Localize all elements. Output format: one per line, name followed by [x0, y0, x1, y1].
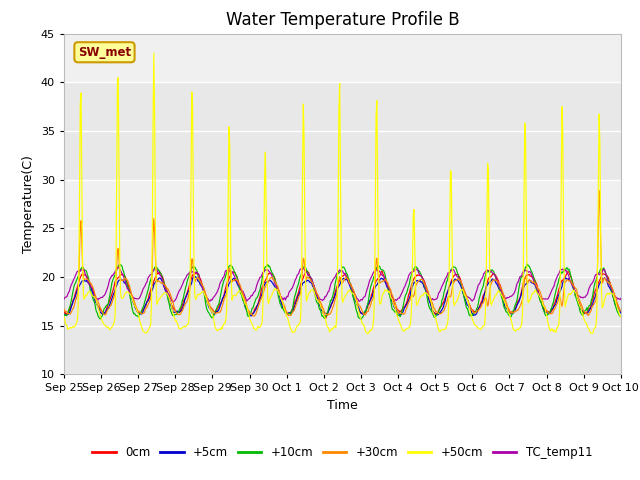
- TC_temp11: [70, 276, 78, 281]
- 0cm: [412, 274, 419, 280]
- X-axis label: Time: Time: [327, 399, 358, 412]
- +30cm: [184, 296, 192, 301]
- Legend: 0cm, +5cm, +10cm, +30cm, +50cm, TC_temp11: 0cm, +5cm, +10cm, +30cm, +50cm, TC_temp1…: [88, 442, 597, 464]
- +10cm: [127, 301, 135, 307]
- 0cm: [70, 296, 78, 301]
- TC_temp11: [128, 294, 136, 300]
- 0cm: [303, 268, 311, 274]
- +10cm: [617, 314, 625, 320]
- 0cm: [322, 315, 330, 321]
- +5cm: [60, 312, 68, 317]
- TC_temp11: [115, 264, 122, 270]
- Text: SW_met: SW_met: [78, 46, 131, 59]
- Line: +5cm: +5cm: [64, 276, 621, 316]
- +30cm: [411, 289, 419, 295]
- +10cm: [70, 283, 78, 289]
- +10cm: [428, 308, 435, 313]
- Line: 0cm: 0cm: [64, 271, 621, 318]
- Bar: [64, 34, 621, 82]
- +5cm: [190, 273, 198, 279]
- 0cm: [184, 288, 192, 293]
- +5cm: [127, 295, 135, 300]
- 0cm: [214, 306, 221, 312]
- TC_temp11: [412, 267, 419, 273]
- TC_temp11: [60, 296, 68, 302]
- 0cm: [60, 309, 68, 315]
- +30cm: [428, 297, 435, 303]
- Line: +50cm: +50cm: [64, 53, 621, 334]
- 0cm: [127, 292, 135, 298]
- +50cm: [428, 303, 436, 309]
- 0cm: [428, 304, 436, 310]
- TC_temp11: [186, 270, 193, 276]
- TC_temp11: [170, 299, 177, 305]
- +5cm: [246, 313, 253, 319]
- +30cm: [250, 313, 257, 319]
- +50cm: [617, 314, 625, 320]
- +5cm: [412, 278, 419, 284]
- +50cm: [127, 294, 135, 300]
- TC_temp11: [617, 296, 625, 301]
- Title: Water Temperature Profile B: Water Temperature Profile B: [225, 11, 460, 29]
- Y-axis label: Temperature(C): Temperature(C): [22, 155, 35, 253]
- +50cm: [185, 320, 193, 325]
- +50cm: [150, 50, 157, 56]
- +10cm: [524, 261, 531, 267]
- +10cm: [411, 264, 419, 270]
- +30cm: [617, 308, 625, 314]
- Bar: [64, 82, 621, 180]
- +50cm: [60, 314, 68, 320]
- +5cm: [617, 310, 625, 316]
- +10cm: [184, 276, 192, 282]
- TC_temp11: [215, 285, 223, 290]
- Line: TC_temp11: TC_temp11: [64, 267, 621, 302]
- TC_temp11: [428, 297, 436, 302]
- +30cm: [60, 306, 68, 312]
- Bar: [64, 180, 621, 277]
- +30cm: [214, 310, 221, 315]
- +5cm: [184, 289, 192, 295]
- Line: +10cm: +10cm: [64, 264, 621, 320]
- +50cm: [70, 324, 78, 330]
- +5cm: [214, 308, 222, 313]
- +10cm: [214, 303, 221, 309]
- +5cm: [70, 296, 78, 302]
- Bar: [64, 277, 621, 374]
- +5cm: [428, 306, 436, 312]
- +30cm: [127, 290, 135, 296]
- +10cm: [60, 312, 68, 317]
- +50cm: [412, 286, 419, 291]
- Line: +30cm: +30cm: [64, 191, 621, 316]
- +30cm: [70, 303, 78, 309]
- +10cm: [358, 317, 365, 323]
- +50cm: [364, 331, 371, 336]
- +30cm: [595, 188, 603, 193]
- +50cm: [214, 327, 222, 333]
- 0cm: [617, 309, 625, 314]
